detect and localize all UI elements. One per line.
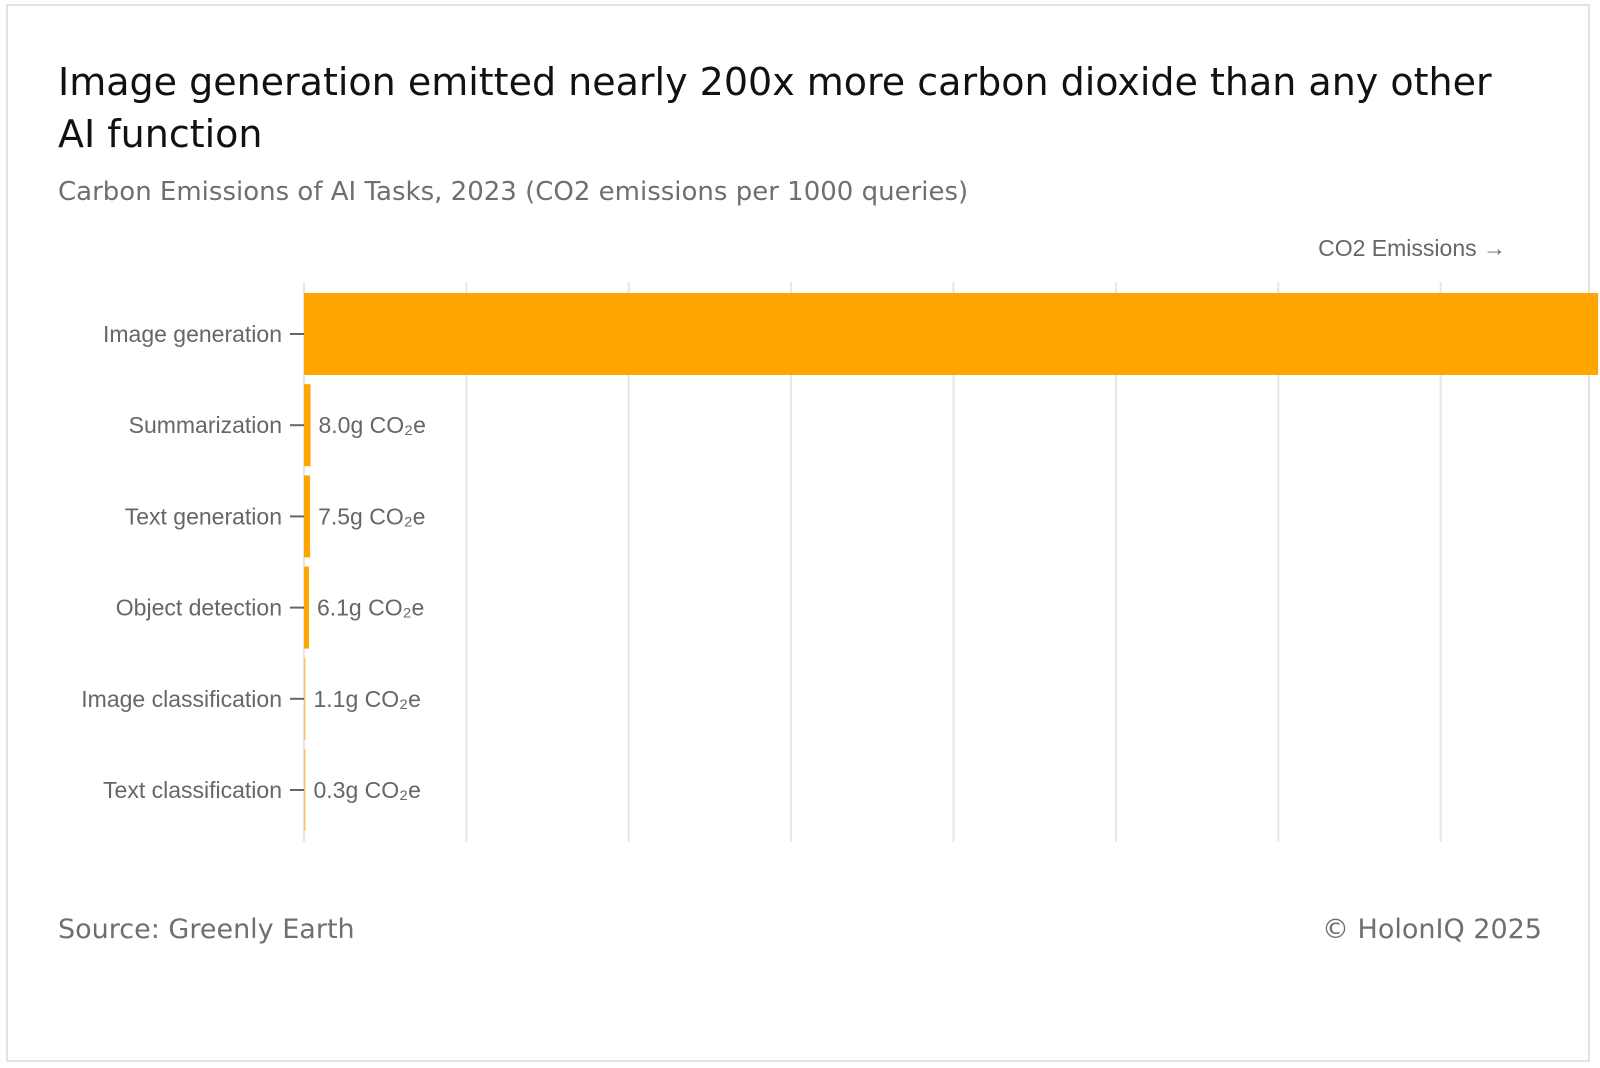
- category-label: Text classification: [103, 777, 282, 803]
- category-label: Summarization: [129, 412, 282, 438]
- bar: [304, 566, 309, 649]
- category-labels: Image generation Summarization Text genera…: [81, 321, 304, 803]
- value-label: 7.5g CO₂e: [318, 503, 425, 529]
- source-note: Source: Greenly Earth: [58, 914, 355, 945]
- category-label: Image classification: [81, 686, 282, 712]
- copyright-note: © HolonIQ 2025: [1321, 914, 1542, 945]
- value-label: 1.1g CO₂e: [314, 686, 421, 712]
- value-label: 0.3g CO₂e: [314, 777, 421, 803]
- category-label: Text generation: [125, 503, 282, 529]
- value-label: 8.0g CO₂e: [318, 412, 425, 438]
- chart-title: Image generation emitted nearly 200x mor…: [58, 60, 1492, 156]
- bar-chart: Image generation Summarization Text genera…: [81, 235, 1599, 842]
- category-label: Image generation: [103, 321, 282, 347]
- bar: [304, 749, 306, 831]
- bar: [304, 384, 311, 467]
- chart-card: [6, 4, 1590, 1062]
- bar: [304, 293, 1599, 375]
- category-label: Object detection: [116, 595, 282, 621]
- chart-subtitle: Carbon Emissions of AI Tasks, 2023 (CO2 …: [58, 177, 969, 207]
- bars: [304, 293, 1599, 831]
- bar: [304, 657, 306, 740]
- x-axis-label: CO2 Emissions →: [1318, 235, 1506, 261]
- bar: [304, 475, 311, 558]
- gridlines: [303, 282, 1442, 842]
- value-label: 6.1g CO₂e: [317, 595, 424, 621]
